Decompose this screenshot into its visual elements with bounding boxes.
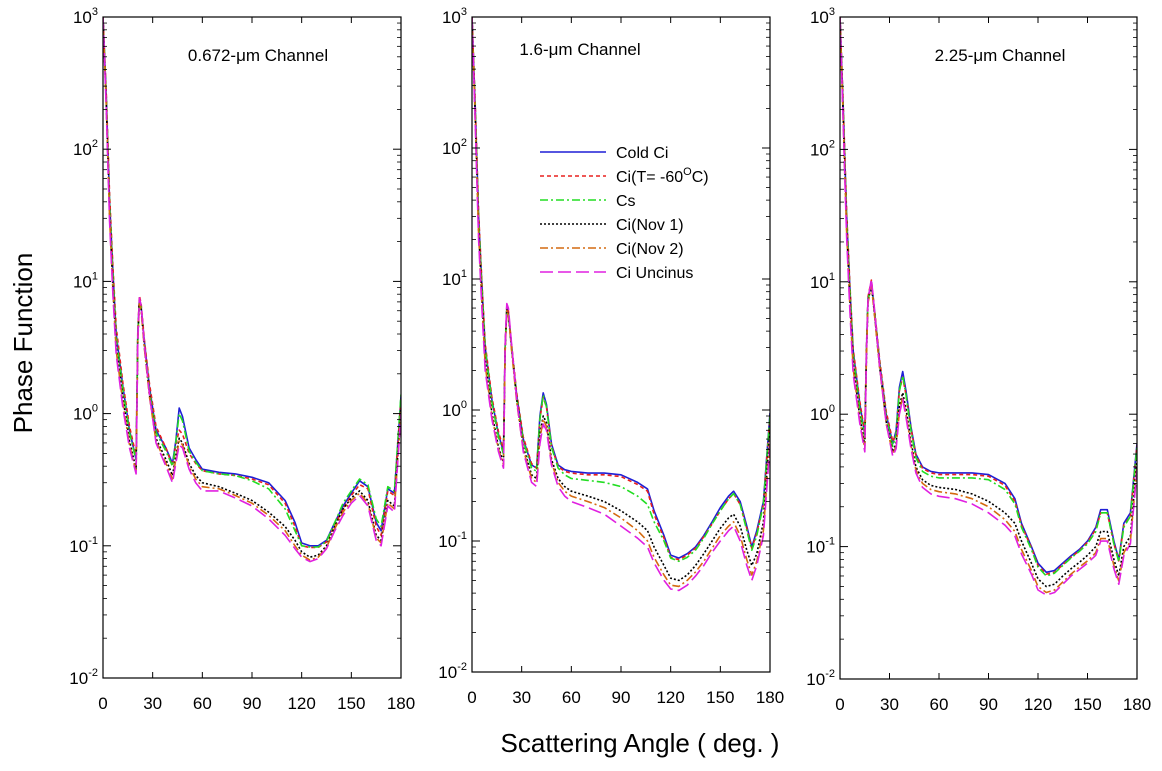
y-tick-label: 102 bbox=[73, 138, 98, 159]
legend-label: Cs bbox=[616, 193, 636, 210]
y-tick-label: 10-1 bbox=[806, 536, 835, 557]
y-tick-label: 101 bbox=[442, 268, 467, 289]
plot-frame bbox=[471, 16, 771, 673]
y-tick-label: 103 bbox=[810, 6, 835, 27]
panel-1: 0 30 60 90 120 150 180 10-2 10-1 100 101 102 103 0.67… bbox=[69, 6, 415, 713]
x-tick-label: 90 bbox=[979, 695, 998, 714]
legend-label: Ci(Nov 1) bbox=[616, 217, 684, 234]
series-line-cold-ci bbox=[103, 17, 401, 547]
x-tick-label: 60 bbox=[562, 688, 581, 707]
legend-item: Ci(Nov 2) bbox=[540, 241, 684, 258]
x-tick-label: 60 bbox=[193, 694, 212, 713]
x-tick-label: 30 bbox=[512, 688, 531, 707]
x-tick-label: 120 bbox=[1024, 695, 1052, 714]
x-tick-label: 180 bbox=[387, 694, 415, 713]
series-line-ci-uncinus bbox=[472, 17, 770, 592]
y-tick-label: 10-2 bbox=[438, 661, 467, 682]
series-line-cs bbox=[103, 17, 401, 548]
x-tick-label: 60 bbox=[930, 695, 949, 714]
x-tick-label: 90 bbox=[612, 688, 631, 707]
x-tick-label: 150 bbox=[1073, 695, 1101, 714]
legend-label: Ci(Nov 2) bbox=[616, 241, 684, 258]
x-tick-label: 30 bbox=[880, 695, 899, 714]
series-line-ci-nov-1 bbox=[472, 17, 770, 582]
legend: Cold Ci Ci(T= -60OC) Cs Ci(Nov 1) Ci(Nov 2) C… bbox=[540, 145, 709, 282]
series-line-ci-uncinus bbox=[103, 17, 401, 563]
legend-item: Cs bbox=[540, 193, 636, 210]
y-tick-label: 103 bbox=[442, 6, 467, 27]
series-group bbox=[103, 17, 401, 563]
legend-item: Ci(Nov 1) bbox=[540, 217, 684, 234]
x-axis-label: Scattering Angle ( deg. ) bbox=[501, 728, 780, 758]
x-tick-label: 90 bbox=[243, 694, 262, 713]
x-tick-label: 0 bbox=[835, 695, 844, 714]
series-group bbox=[840, 17, 1137, 596]
series-line-ci-nov-2 bbox=[840, 17, 1137, 594]
panels: 0 30 60 90 120 150 180 10-2 10-1 100 101 102 103 0.67… bbox=[69, 6, 1151, 714]
x-tick-label: 120 bbox=[656, 688, 684, 707]
legend-label: Ci Uncinus bbox=[616, 265, 693, 282]
series-line-ci-uncinus bbox=[840, 17, 1137, 596]
legend-label: Cold Ci bbox=[616, 145, 668, 162]
x-tick-label: 120 bbox=[287, 694, 315, 713]
series-line-ci-t-60 bbox=[840, 17, 1137, 575]
series-group bbox=[472, 17, 770, 592]
series-line-cold-ci bbox=[840, 17, 1137, 574]
y-tick-label: 100 bbox=[73, 403, 98, 424]
x-tick-label: 0 bbox=[98, 694, 107, 713]
y-tick-label: 10-1 bbox=[69, 535, 98, 556]
y-tick-label: 102 bbox=[442, 137, 467, 158]
panel-title: 2.25-μm Channel bbox=[935, 46, 1066, 65]
panel-title: 1.6-μm Channel bbox=[519, 40, 640, 59]
y-tick-label: 103 bbox=[73, 6, 98, 27]
legend-item: Ci(T= -60OC) bbox=[540, 166, 709, 186]
x-tick-label: 150 bbox=[337, 694, 365, 713]
series-line-ci-nov-1 bbox=[840, 17, 1137, 588]
series-line-ci-nov-1 bbox=[103, 17, 401, 559]
series-line-cs bbox=[472, 17, 770, 563]
panel-title: 0.672-μm Channel bbox=[188, 46, 328, 65]
y-axis-label: Phase Function bbox=[8, 253, 38, 434]
plot-frame bbox=[839, 16, 1138, 680]
plot-frame bbox=[102, 16, 402, 679]
y-tick-label: 101 bbox=[810, 271, 835, 292]
series-line-ci-t-60 bbox=[472, 17, 770, 561]
legend-item: Cold Ci bbox=[540, 145, 668, 162]
x-tick-label: 0 bbox=[467, 688, 476, 707]
legend-item: Ci Uncinus bbox=[540, 265, 693, 282]
panel-3: 0 30 60 90 120 150 180 10-2 10-1 100 101 102 103 2.25… bbox=[806, 6, 1151, 714]
panel-2: 0 30 60 90 120 150 180 10-2 10-1 100 101 102 103 1.6-… bbox=[438, 6, 784, 707]
x-tick-label: 150 bbox=[706, 688, 734, 707]
x-tick-label: 180 bbox=[1123, 695, 1151, 714]
y-tick-label: 10-2 bbox=[69, 667, 98, 688]
series-line-ci-t-60 bbox=[103, 17, 401, 549]
y-tick-label: 100 bbox=[810, 403, 835, 424]
legend-label: Ci(T= -60OC) bbox=[616, 166, 709, 186]
y-tick-label: 102 bbox=[810, 138, 835, 159]
x-tick-label: 180 bbox=[756, 688, 784, 707]
y-tick-label: 100 bbox=[442, 399, 467, 420]
series-line-cold-ci bbox=[472, 17, 770, 559]
y-tick-label: 10-2 bbox=[806, 668, 835, 689]
series-line-cs bbox=[840, 17, 1137, 577]
y-tick-label: 101 bbox=[73, 270, 98, 291]
x-tick-label: 30 bbox=[143, 694, 162, 713]
y-tick-label: 10-1 bbox=[438, 530, 467, 551]
